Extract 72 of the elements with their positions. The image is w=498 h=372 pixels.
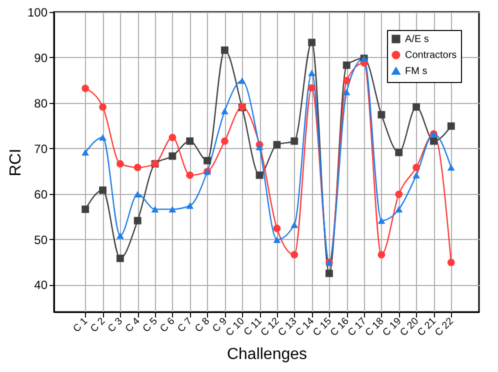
point [447, 258, 455, 266]
point [238, 77, 246, 84]
point [186, 171, 194, 179]
point [378, 251, 386, 258]
y-tick-label: 40 [34, 278, 48, 292]
point [256, 144, 264, 150]
point [220, 108, 228, 114]
point [273, 224, 281, 232]
point [412, 164, 420, 172]
point [186, 202, 194, 209]
point [82, 149, 90, 156]
x-axis-title: Challenges [226, 346, 308, 363]
point [395, 206, 403, 212]
y-tick-label: 60 [34, 187, 48, 202]
legend-label: A/E s [405, 34, 429, 45]
y-tick-label: 100 [27, 6, 48, 20]
point [395, 148, 403, 156]
point [342, 88, 350, 96]
legend-label: Contractors [405, 50, 457, 61]
point [220, 137, 228, 145]
point [342, 61, 350, 69]
point [308, 84, 316, 92]
point [273, 236, 281, 243]
point [168, 152, 176, 160]
point [430, 137, 438, 145]
x-tick-label: C 3 [106, 316, 126, 335]
point [378, 217, 386, 224]
y-axis-title: RCI [7, 148, 24, 176]
point [412, 172, 420, 178]
point [308, 38, 316, 46]
point [134, 216, 142, 224]
point [134, 191, 142, 198]
point [447, 122, 455, 130]
x-tick-label: C 2 [88, 316, 108, 335]
x-tick-label: C 8 [193, 316, 212, 335]
point [116, 254, 124, 262]
point [168, 134, 176, 142]
y-tick-label: 70 [34, 142, 48, 156]
x-tick-label: C 5 [140, 316, 160, 335]
point [378, 111, 386, 118]
point [99, 186, 106, 194]
point [134, 164, 142, 172]
point [256, 171, 264, 179]
point [290, 137, 298, 145]
y-tick-label: 50 [34, 232, 48, 247]
point [220, 46, 228, 54]
y-tick-label: 80 [34, 96, 48, 110]
x-tick-label: C 7 [176, 316, 195, 335]
point [116, 232, 124, 239]
point [82, 84, 90, 92]
y-tick-label: 90 [34, 50, 48, 65]
point [395, 190, 403, 198]
point [273, 141, 281, 148]
point [82, 206, 90, 213]
x-tick-label: C 6 [158, 316, 178, 335]
point [308, 70, 316, 76]
point [290, 251, 298, 258]
point [290, 222, 298, 228]
point [447, 164, 455, 171]
x-tick-label: C 1 [71, 316, 90, 335]
legend-label: FM s [405, 66, 428, 77]
point [151, 206, 159, 212]
point [99, 103, 106, 111]
point [204, 156, 211, 164]
point [116, 160, 124, 168]
point [186, 137, 194, 145]
x-tick-label: C 4 [124, 316, 143, 335]
point [342, 76, 350, 84]
point [168, 206, 176, 212]
point [99, 134, 106, 141]
point [325, 270, 333, 278]
point [412, 103, 420, 111]
